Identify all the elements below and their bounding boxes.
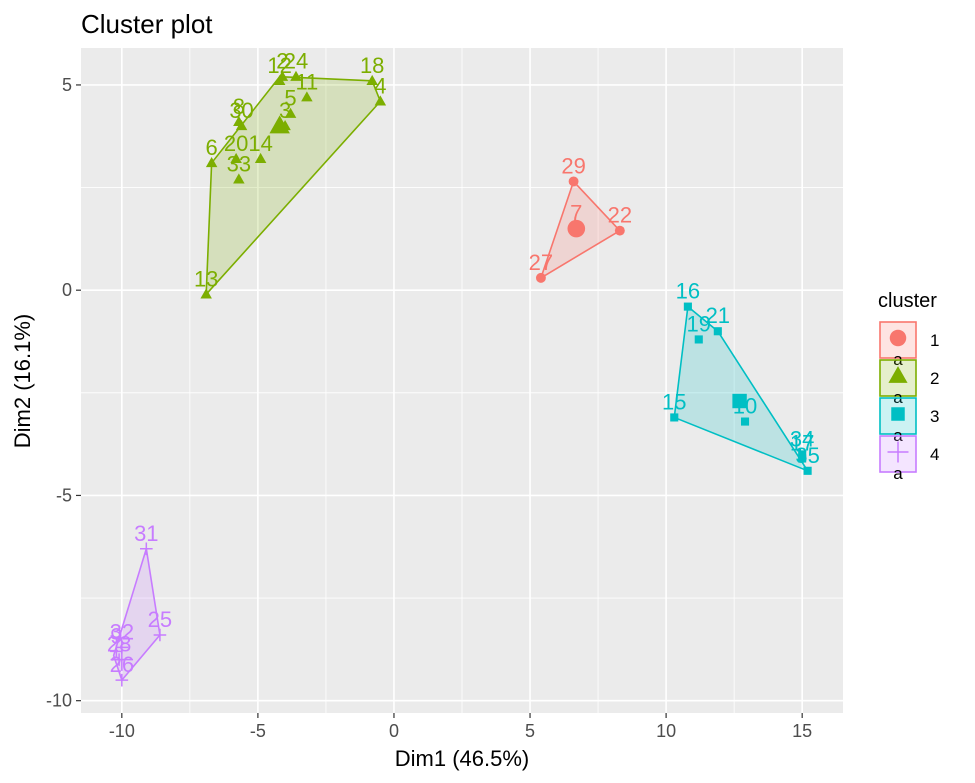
- cluster-3-point: [694, 335, 703, 344]
- point-label: 29: [561, 153, 585, 178]
- cluster-points: [110, 70, 812, 687]
- point-label: 27: [529, 250, 553, 275]
- point-label: 24: [284, 49, 308, 74]
- point-label: 8: [233, 94, 245, 119]
- cluster-2-point: [301, 91, 313, 102]
- legend-label-2: 2: [930, 369, 939, 388]
- legend-symbol-3: [891, 407, 905, 421]
- chart-title: Cluster plot: [81, 9, 213, 39]
- point-label: 35: [795, 443, 819, 468]
- point-label: 17: [790, 430, 814, 455]
- point-label: 15: [662, 389, 686, 414]
- x-tick-label: 0: [389, 721, 399, 741]
- point-label: 7: [570, 201, 582, 226]
- point-label: 26: [110, 652, 134, 677]
- x-tick-label: -10: [109, 721, 135, 741]
- cluster-1-center: [567, 219, 586, 238]
- cluster-2-point: [366, 74, 378, 85]
- x-axis: -10 -5 0 5 10 15: [109, 713, 812, 741]
- point-label: 6: [206, 135, 218, 160]
- x-tick-label: 5: [525, 721, 535, 741]
- legend-symbol-4: [887, 441, 909, 463]
- cluster-2-point: [254, 152, 267, 163]
- legend-title: cluster: [878, 290, 937, 312]
- y-axis-title: Dim2 (16.1%): [10, 314, 35, 448]
- point-label: 16: [676, 279, 700, 304]
- cluster-4-center: [110, 648, 134, 671]
- legend-label-3: 3: [930, 407, 939, 426]
- point-label: 28: [107, 632, 131, 657]
- cluster-2-center: [269, 115, 290, 134]
- legend-symbol-2: [888, 366, 908, 383]
- point-label: 22: [608, 203, 632, 228]
- cluster-3-point: [803, 466, 812, 475]
- cluster-1-point: [535, 272, 546, 283]
- x-tick-label: -5: [250, 721, 266, 741]
- cluster-hulls: [112, 75, 809, 681]
- cluster-2-point: [284, 107, 297, 118]
- legend-label-1: 1: [930, 331, 939, 350]
- cluster-2-hull: [205, 75, 382, 296]
- point-label: 9: [110, 623, 122, 648]
- point-label: 14: [248, 131, 272, 156]
- point-label: 13: [194, 266, 218, 291]
- point-label: 12: [267, 53, 291, 78]
- cluster-3-point: [683, 302, 692, 311]
- cluster-2-point: [290, 70, 302, 81]
- cluster-1-point: [614, 225, 625, 236]
- cluster-2-point: [374, 95, 387, 106]
- legend-label-4: 4: [930, 445, 939, 464]
- legend-glyph-4: a: [893, 464, 903, 483]
- point-label: 25: [148, 607, 172, 632]
- x-axis-title: Dim1 (46.5%): [395, 746, 529, 771]
- point-label: 4: [374, 73, 386, 98]
- cluster-2-point: [273, 74, 286, 85]
- point-label: 19: [687, 311, 711, 336]
- cluster-3-point: [798, 454, 807, 463]
- point-label: 10: [733, 394, 757, 419]
- x-tick-label: 10: [656, 721, 676, 741]
- x-tick-label: 15: [792, 721, 812, 741]
- y-tick-label: 5: [62, 75, 72, 95]
- y-tick-label: -10: [46, 691, 72, 711]
- point-label: 2: [276, 49, 288, 74]
- point-label: 33: [227, 151, 251, 176]
- point-label: 18: [360, 53, 384, 78]
- grid-major: [81, 48, 843, 713]
- cluster-3-point: [670, 413, 679, 422]
- cluster-3-point: [740, 417, 750, 426]
- cluster-3-center: [732, 393, 747, 409]
- point-label: 11: [295, 69, 318, 94]
- point-label: 34: [790, 426, 814, 451]
- y-axis: -10 -5 0 5: [46, 75, 81, 711]
- cluster-1-point: [568, 176, 579, 187]
- cluster-4-point: [115, 673, 129, 687]
- cluster-2-point: [230, 152, 242, 163]
- cluster-3-point: [713, 327, 722, 336]
- point-label: 31: [134, 521, 158, 546]
- point-label: 5: [284, 86, 296, 111]
- point-label: 30: [229, 98, 253, 123]
- cluster-2-point: [233, 173, 245, 184]
- y-tick-label: 0: [62, 280, 72, 300]
- cluster-2-point: [235, 120, 248, 131]
- cluster-2-point: [200, 288, 212, 299]
- legend-key-3: [879, 397, 917, 435]
- cluster-4-point: [110, 645, 123, 658]
- point-label: 20: [224, 131, 248, 156]
- point-label: 21: [706, 303, 730, 328]
- y-tick-label: -5: [56, 485, 72, 505]
- point-label: 3: [279, 98, 291, 123]
- cluster-centers: [110, 115, 747, 671]
- legend-symbol-1: [889, 329, 907, 347]
- grid-minor: [81, 48, 843, 713]
- cluster-2-point: [205, 156, 218, 168]
- point-label: 32: [110, 619, 134, 644]
- cluster-3-point: [798, 450, 807, 459]
- cluster-4-point: [140, 542, 153, 556]
- cluster-4-point: [153, 628, 167, 642]
